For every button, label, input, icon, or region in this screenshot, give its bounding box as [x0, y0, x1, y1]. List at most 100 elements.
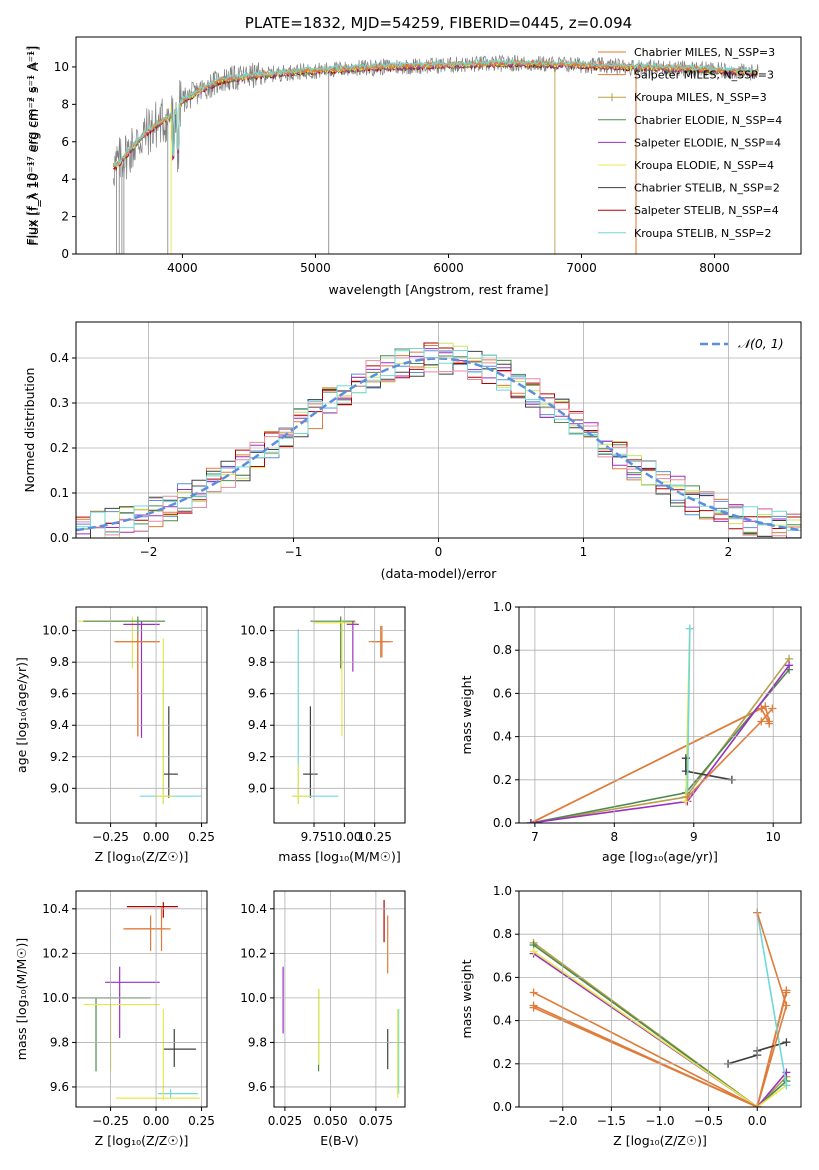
errorbar-point	[314, 619, 357, 737]
errorbar-point	[126, 902, 178, 918]
tick-label-y: 9.0	[248, 781, 267, 795]
tick-label-y: 0.3	[50, 396, 69, 410]
y-axis-label: mass weight	[459, 959, 474, 1038]
chart-residuals: −2 −1 0 1 2 0.0 0.1 0.2 0.3 0.4 (data-model)/error…	[22, 321, 802, 581]
tick-label-y: 9.2	[50, 750, 69, 764]
series-line	[756, 912, 788, 1086]
errorbar-point	[123, 915, 166, 952]
errorbar-point	[303, 706, 318, 798]
tick-label-y: 0.8	[493, 927, 512, 941]
tick-label-x: 6000	[433, 261, 464, 275]
tick-label-y: 10.2	[240, 946, 267, 960]
plot-area	[77, 902, 200, 1101]
axes-frame	[273, 606, 406, 824]
tick-label-x: 0.0	[748, 1114, 767, 1128]
tick-label-x: −0.25	[92, 1114, 129, 1128]
tick-label-y: 10.0	[240, 991, 267, 1005]
legend-entry: Chabrier ELODIE, N_SSP=4	[634, 114, 782, 127]
series-marker	[529, 1001, 538, 1010]
tick-label-y: 9.6	[50, 1080, 69, 1094]
series-marker	[761, 702, 770, 711]
errorbar-point	[346, 621, 359, 672]
axes-frame	[75, 606, 208, 824]
tick-label-y: 4	[61, 172, 69, 186]
tick-label-x: 0.25	[188, 1114, 215, 1128]
x-axis-label: Z [log₁₀(Z/Z☉)]	[95, 849, 189, 864]
x-axis-label: mass [log₁₀(M/M☉)]	[278, 849, 400, 864]
axes-frame	[75, 321, 802, 539]
axes-frame	[518, 890, 802, 1108]
tick-label-y: 10.4	[42, 902, 69, 916]
series-marker	[765, 717, 774, 726]
series-line	[533, 944, 787, 1107]
legend: 𝒩(0, 1)	[700, 336, 784, 351]
plot-area	[112, 54, 759, 254]
legend-entry: Chabrier STELIB, N_SSP=2	[634, 182, 780, 195]
axes-frame	[75, 36, 802, 255]
plot-area	[77, 616, 202, 805]
errorbar-point	[105, 966, 160, 1038]
tick-label-y: 8	[61, 97, 69, 111]
tick-label-y: 10.4	[240, 902, 267, 916]
observed-spectrum	[112, 54, 759, 187]
chart-mass-vs-EBV: 0.025 0.050 0.075 9.6 9.8 10.0 10.2 10.4 E(B-V)	[240, 890, 406, 1148]
axes-frame	[75, 890, 208, 1108]
tick-label-x: 8	[611, 830, 619, 844]
y-axis-label: mass weight	[459, 675, 474, 754]
legend-entry: Salpeter ELODIE, N_SSP=4	[634, 136, 781, 149]
legend-entry: Salpeter MILES, N_SSP=3	[634, 69, 774, 82]
errorbar-point	[123, 621, 160, 738]
x-axis-label: age [log₁₀(age/yr)]	[602, 849, 718, 864]
tick-label-y: 9.6	[248, 687, 267, 701]
tick-label-x: 10.25	[357, 830, 391, 844]
tick-label-x: 10.00	[327, 830, 361, 844]
series-marker	[681, 767, 690, 776]
tick-label-y: 9.8	[248, 1035, 267, 1049]
tick-label-x: 10	[766, 830, 781, 844]
tick-label-x: 0.025	[268, 1114, 302, 1128]
tick-label-y: 0.1	[50, 486, 69, 500]
x-axis-label: Z [log₁₀(Z/Z☉)]	[613, 1133, 707, 1148]
model-spectrum-8	[113, 58, 758, 167]
x-axis-label: (data-model)/error	[381, 566, 498, 581]
tick-label-y: 0.2	[50, 441, 69, 455]
series-line	[533, 952, 788, 1107]
chart-mass-vs-Z: −0.25 0.00 0.25 9.6 9.8 10.0 10.2 10.4 Z [log₁₀(…	[14, 890, 215, 1148]
legend: Chabrier MILES, N_SSP=3 Salpeter MILES, N…	[598, 46, 782, 240]
series-line	[530, 669, 790, 823]
series-marker	[785, 661, 794, 670]
plot-area	[529, 908, 791, 1107]
tick-label-y: 0.6	[493, 686, 512, 700]
tick-label-y: 10.0	[42, 624, 69, 638]
y-axis-label: Flux [f_λ 10⁻¹⁷ erg cm⁻² s⁻¹ A⁻¹]	[24, 46, 39, 246]
series-line	[533, 950, 787, 1107]
errorbar-point	[292, 629, 339, 805]
series-line	[685, 758, 733, 781]
legend-entry: Kroupa ELODIE, N_SSP=4	[634, 159, 774, 172]
series-marker	[683, 793, 692, 802]
y-axis-label: mass [log₁₀(M/M☉)]	[14, 938, 29, 1060]
tick-label-y: 10.0	[42, 991, 69, 1005]
y-axis-label: Flux [f_λ 10⁻¹⁷ erg cm⁻² s⁻¹ A⁻¹]	[26, 46, 41, 246]
tick-label-y: 1.0	[493, 600, 512, 614]
tick-label-y: 9.6	[50, 687, 69, 701]
legend-entry: Kroupa STELIB, N_SSP=2	[634, 227, 772, 240]
series-line	[686, 628, 691, 798]
tick-label-x: 0.075	[359, 1114, 393, 1128]
tick-label-x: −2.0	[548, 1114, 577, 1128]
tick-label-x: 4000	[167, 261, 198, 275]
errorbar-point	[163, 1029, 197, 1067]
tick-label-x: 2	[725, 545, 733, 559]
chart-age-vs-Z: −0.25 0.00 0.25 9.0 9.2 9.4 9.6 9.8 10.0 Z [log₁₀…	[14, 606, 215, 864]
tick-label-y: 0.4	[493, 1014, 512, 1028]
errorbar-point	[77, 997, 151, 1072]
plot-area	[292, 616, 393, 805]
tick-label-y: 0.8	[493, 643, 512, 657]
tick-label-y: 0.4	[50, 351, 69, 365]
tick-label-x: −1.5	[597, 1114, 626, 1128]
tick-label-x: 0.25	[188, 830, 215, 844]
series-marker	[782, 988, 791, 997]
tick-label-x: 7000	[566, 261, 597, 275]
